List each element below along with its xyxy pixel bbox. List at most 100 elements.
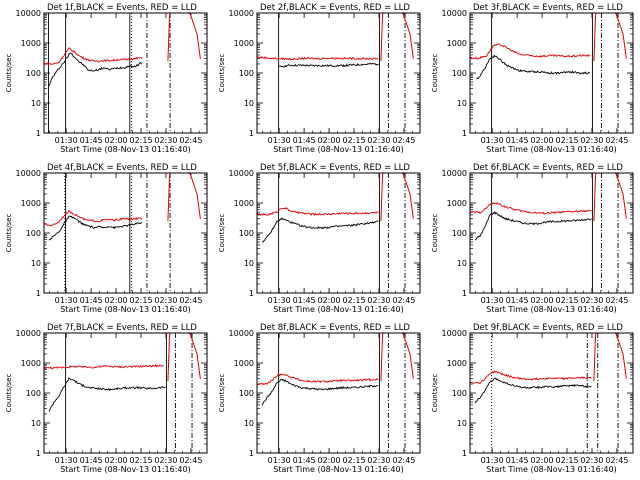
x-tick-label: 02:30	[367, 136, 390, 145]
y-axis-label: Counts/sec	[431, 214, 439, 253]
y-axis-label: Counts/sec	[218, 214, 226, 253]
marker-lines	[278, 173, 406, 293]
x-tick-label: 01:30	[481, 136, 504, 145]
y-tick-label: 10000	[16, 9, 41, 18]
x-axis-label: Start Time (08-Nov-13 01:16:40)	[486, 145, 616, 154]
y-tick-label: 10000	[229, 9, 254, 18]
panel-det-6: Det 6f,BLACK = Events, RED = LLD 1 10 100 10…	[431, 163, 634, 314]
x-tick-label: 02:00	[105, 456, 128, 465]
series-line-lld-spike	[167, 13, 201, 62]
panel-title: Det 5f,BLACK = Events, RED = LLD	[260, 163, 410, 173]
x-tick-label: 02:00	[105, 296, 128, 305]
series-line-lld-spike	[167, 173, 201, 222]
x-tick-label: 01:45	[293, 136, 316, 145]
x-tick-label: 01:45	[506, 456, 529, 465]
panel-det-4: Det 4f,BLACK = Events, RED = LLD 1 10 100 10…	[5, 163, 208, 314]
plot-frame	[256, 332, 421, 454]
x-tick-label: 01:45	[293, 296, 316, 305]
series-group	[257, 56, 379, 68]
series-line-lld	[470, 43, 591, 60]
y-tick-label: 1000	[21, 359, 41, 368]
marker-lines	[65, 333, 193, 453]
y-tick-label: 100	[452, 389, 467, 398]
series-line-lld-spike	[167, 333, 201, 382]
series-line-lld	[257, 207, 379, 217]
marker-lines	[491, 333, 619, 453]
plot-frame	[256, 172, 421, 294]
panel-det-7: Det 7f,BLACK = Events, RED = LLD 1 10 100 10…	[5, 323, 208, 474]
y-tick-label: 10	[31, 99, 41, 108]
y-tick-label: 100	[26, 229, 41, 238]
x-tick-label: 01:30	[55, 456, 78, 465]
x-axis-label: Start Time (08-Nov-13 01:16:40)	[60, 465, 190, 474]
x-tick-label: 02:15	[129, 296, 152, 305]
y-tick-label: 10	[244, 419, 254, 428]
series-line-events	[278, 62, 379, 68]
series-line-lld-spike	[593, 13, 627, 62]
panel-title: Det 6f,BLACK = Events, RED = LLD	[473, 163, 623, 173]
y-axis-label: Counts/sec	[218, 374, 226, 413]
x-tick-label: 02:30	[154, 296, 177, 305]
plot-frame	[43, 12, 208, 134]
y-tick-label: 1	[249, 449, 254, 458]
marker-lines	[491, 173, 619, 293]
y-tick-label: 1	[249, 129, 254, 138]
x-tick-label: 01:30	[481, 456, 504, 465]
y-tick-label: 10	[457, 99, 467, 108]
x-tick-label: 02:15	[129, 136, 152, 145]
panel-det-5: Det 5f,BLACK = Events, RED = LLD 1 10 100 10…	[218, 163, 421, 314]
series-group	[44, 47, 143, 86]
y-tick-label: 10	[244, 259, 254, 268]
x-tick-label: 02:00	[531, 296, 554, 305]
x-tick-label: 01:45	[80, 456, 103, 465]
x-tick-label: 02:30	[580, 296, 603, 305]
panel-title: Det 4f,BLACK = Events, RED = LLD	[47, 163, 197, 173]
y-tick-label: 1000	[21, 39, 41, 48]
series-line-lld-spike	[593, 333, 627, 382]
y-tick-label: 10	[457, 419, 467, 428]
y-tick-label: 1	[36, 289, 41, 298]
plot-frame	[469, 332, 634, 454]
y-tick-label: 10000	[229, 169, 254, 178]
y-tick-label: 1000	[234, 39, 254, 48]
plot-frame	[43, 172, 208, 294]
y-tick-label: 10000	[16, 329, 41, 338]
x-tick-label: 02:30	[367, 296, 390, 305]
plot-frame	[469, 172, 634, 294]
x-tick-label: 02:15	[555, 456, 578, 465]
x-tick-label: 02:45	[392, 136, 415, 145]
series-group	[470, 202, 592, 241]
x-tick-label: 02:30	[580, 136, 603, 145]
y-tick-label: 1	[462, 129, 467, 138]
series-line-events	[49, 52, 143, 86]
y-tick-label: 1000	[447, 39, 467, 48]
series-line-events	[261, 217, 379, 243]
x-tick-label: 02:45	[605, 456, 628, 465]
y-tick-label: 10	[31, 419, 41, 428]
y-tick-label: 1	[249, 289, 254, 298]
x-tick-label: 01:45	[80, 296, 103, 305]
y-tick-label: 100	[452, 229, 467, 238]
series-line-lld	[470, 370, 592, 385]
x-tick-label: 02:00	[318, 136, 341, 145]
x-axis-label: Start Time (08-Nov-13 01:16:40)	[486, 465, 616, 474]
plot-frame	[256, 12, 421, 134]
y-tick-label: 10	[31, 259, 41, 268]
x-tick-label: 02:45	[179, 296, 202, 305]
x-tick-label: 02:15	[342, 136, 365, 145]
panel-title: Det 7f,BLACK = Events, RED = LLD	[47, 323, 197, 333]
x-tick-label: 02:15	[555, 136, 578, 145]
y-axis-label: Counts/sec	[218, 54, 226, 93]
x-tick-label: 01:45	[506, 136, 529, 145]
y-tick-label: 1000	[447, 359, 467, 368]
panel-det-1: Det 1f,BLACK = Events, RED = LLD 1 10 100 10…	[5, 3, 208, 154]
y-tick-label: 1	[36, 129, 41, 138]
x-tick-label: 01:45	[293, 456, 316, 465]
y-axis-label: Counts/sec	[5, 214, 13, 253]
y-tick-label: 100	[239, 69, 254, 78]
y-tick-label: 1000	[234, 199, 254, 208]
x-tick-label: 01:30	[55, 136, 78, 145]
panel-title: Det 8f,BLACK = Events, RED = LLD	[260, 323, 410, 333]
x-tick-label: 02:45	[392, 296, 415, 305]
x-axis-label: Start Time (08-Nov-13 01:16:40)	[273, 465, 403, 474]
